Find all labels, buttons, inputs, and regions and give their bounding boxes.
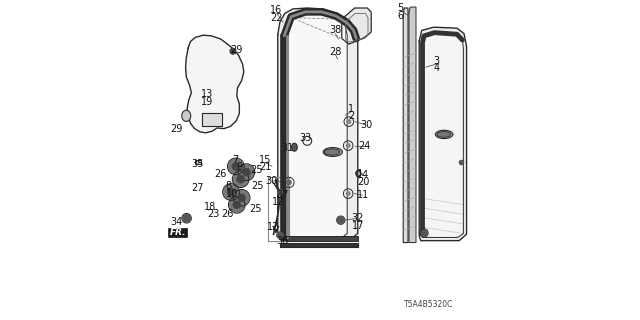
Circle shape: [230, 48, 236, 54]
Polygon shape: [288, 13, 347, 238]
Text: 2: 2: [348, 111, 355, 121]
Text: 36: 36: [276, 236, 289, 246]
Text: 25: 25: [252, 180, 264, 191]
Polygon shape: [186, 35, 244, 133]
Text: 30: 30: [265, 176, 278, 186]
Circle shape: [235, 191, 248, 205]
Polygon shape: [419, 27, 467, 241]
Text: 38: 38: [329, 25, 341, 36]
Text: 24: 24: [358, 140, 371, 151]
Polygon shape: [409, 7, 416, 243]
Text: 28: 28: [329, 47, 341, 57]
Circle shape: [278, 189, 283, 195]
Circle shape: [234, 201, 241, 208]
Text: 7: 7: [232, 155, 238, 165]
Text: 34: 34: [170, 217, 183, 228]
Ellipse shape: [435, 130, 453, 139]
Text: 14: 14: [357, 170, 369, 180]
Text: 16: 16: [270, 5, 282, 15]
Circle shape: [346, 119, 351, 124]
Text: 1: 1: [348, 104, 355, 114]
Text: 29: 29: [170, 124, 183, 134]
Text: 25: 25: [249, 204, 262, 214]
Text: 27: 27: [191, 183, 204, 193]
Polygon shape: [342, 8, 371, 44]
Text: 21: 21: [259, 162, 272, 172]
Text: 26: 26: [214, 169, 227, 180]
Circle shape: [237, 176, 244, 183]
Text: 10: 10: [226, 188, 238, 199]
Polygon shape: [422, 32, 463, 237]
Circle shape: [232, 163, 239, 170]
Text: 3: 3: [434, 56, 440, 66]
Ellipse shape: [292, 143, 297, 151]
Circle shape: [234, 172, 248, 186]
Polygon shape: [202, 113, 223, 126]
Polygon shape: [280, 243, 358, 247]
Circle shape: [421, 230, 428, 236]
Text: 17: 17: [351, 220, 364, 231]
Circle shape: [286, 180, 292, 185]
Circle shape: [277, 232, 283, 238]
Circle shape: [338, 217, 344, 223]
Text: 20: 20: [357, 177, 369, 188]
Polygon shape: [278, 8, 358, 241]
Text: 23: 23: [207, 209, 220, 220]
Text: 8: 8: [225, 181, 231, 191]
Text: 32: 32: [351, 213, 364, 223]
Text: 29: 29: [230, 44, 243, 55]
Text: 5: 5: [397, 3, 404, 13]
Ellipse shape: [324, 149, 340, 155]
FancyBboxPatch shape: [195, 160, 201, 164]
FancyBboxPatch shape: [168, 228, 187, 237]
Circle shape: [230, 198, 244, 212]
Circle shape: [346, 191, 351, 196]
Text: T5A4B5320C: T5A4B5320C: [403, 300, 453, 309]
Text: 25: 25: [250, 165, 263, 175]
Text: 15: 15: [259, 155, 272, 165]
Polygon shape: [403, 8, 408, 243]
Circle shape: [238, 194, 245, 201]
Circle shape: [228, 188, 235, 196]
Ellipse shape: [182, 110, 191, 122]
Text: 26: 26: [221, 209, 234, 220]
Text: 19: 19: [201, 97, 214, 107]
Text: 9: 9: [236, 162, 243, 172]
Text: 18: 18: [204, 202, 217, 212]
Text: 33: 33: [300, 133, 312, 143]
Polygon shape: [287, 236, 358, 241]
Text: 11: 11: [357, 190, 369, 200]
Ellipse shape: [437, 132, 451, 137]
Text: 12: 12: [272, 197, 285, 207]
Circle shape: [346, 143, 351, 148]
Text: 37: 37: [276, 189, 289, 200]
Text: 4: 4: [434, 63, 440, 73]
Circle shape: [224, 185, 238, 199]
Text: 6: 6: [397, 11, 404, 21]
Circle shape: [183, 214, 191, 222]
Text: 35: 35: [191, 159, 204, 169]
Text: 22: 22: [270, 12, 282, 23]
Circle shape: [229, 159, 243, 173]
Text: 13: 13: [201, 89, 214, 100]
Text: FR.: FR.: [170, 228, 186, 237]
Text: 12: 12: [268, 222, 280, 232]
Text: 31: 31: [281, 143, 293, 153]
Circle shape: [243, 169, 250, 176]
Circle shape: [239, 165, 253, 179]
Ellipse shape: [323, 148, 342, 156]
Text: 30: 30: [360, 120, 372, 130]
